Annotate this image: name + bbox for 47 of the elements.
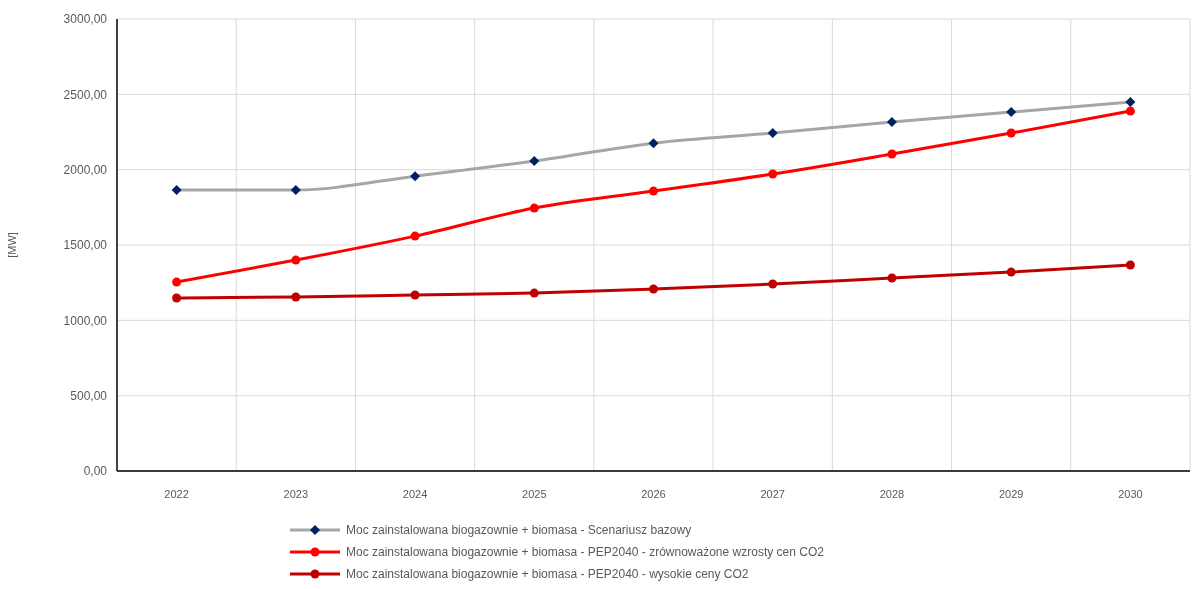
point [768, 169, 778, 179]
point [172, 293, 182, 303]
point [887, 273, 897, 283]
point [529, 203, 539, 213]
point [1125, 97, 1136, 108]
point [171, 185, 182, 196]
point [1125, 260, 1135, 270]
point [410, 290, 420, 300]
point [529, 288, 539, 298]
y-tick-label: 0,00 [83, 464, 108, 479]
x-tick-label: 2025 [522, 488, 547, 500]
point [767, 128, 778, 139]
y-tick-label: 2500,00 [63, 87, 108, 102]
x-tick-label: 2029 [998, 488, 1024, 500]
x-tick-label: 2022 [164, 488, 189, 500]
point [1006, 107, 1017, 118]
point [291, 292, 301, 302]
x-tick-label: 2023 [283, 488, 309, 500]
point [768, 279, 778, 289]
point [648, 138, 659, 149]
point [172, 277, 182, 287]
point [886, 117, 897, 128]
y-axis-title: [MW] [6, 232, 18, 258]
y-tick-label: 500,00 [70, 388, 108, 403]
legend-label: Moc zainstalowana biogazownie + biomasa - Scenariusz bazowy [346, 523, 692, 538]
y-tick-label: 1000,00 [63, 313, 108, 328]
point [291, 255, 301, 265]
point [529, 156, 540, 167]
y-tick-label: 3000,00 [63, 12, 108, 27]
point [410, 171, 421, 182]
y-tick-label: 2000,00 [63, 162, 108, 177]
x-tick-label: 2026 [641, 488, 666, 500]
point [649, 186, 658, 196]
legend-label: Moc zainstalowana biogazownie + biomasa - PEP2040 - zrównoważone wzrosty cen CO2 [346, 545, 825, 560]
legend-label: Moc zainstalowana biogazownie + biomasa - PEP2040 - wysokie ceny CO2 [346, 567, 749, 582]
point [649, 284, 658, 294]
x-tick-label: 2024 [402, 488, 428, 500]
x-tick-label: 2030 [1118, 488, 1143, 500]
point [290, 185, 301, 196]
point [1006, 267, 1016, 277]
point [410, 231, 420, 241]
point [1006, 128, 1016, 138]
point [887, 149, 897, 159]
y-tick-label: 1500,00 [63, 238, 108, 253]
x-tick-label: 2028 [879, 488, 905, 500]
point [1125, 106, 1135, 116]
x-tick-label: 2027 [760, 488, 785, 500]
